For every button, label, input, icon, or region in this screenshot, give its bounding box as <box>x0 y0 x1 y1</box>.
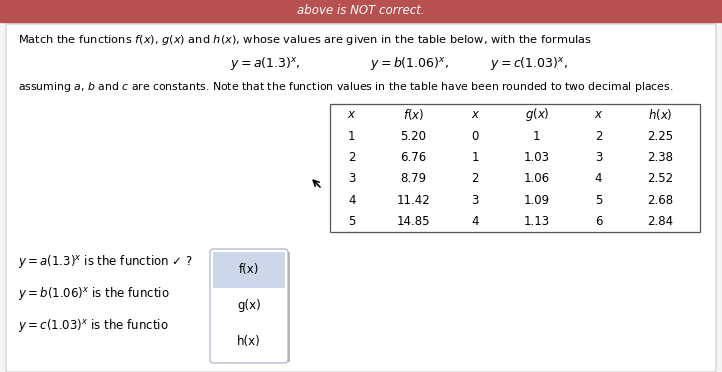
Bar <box>213 252 285 288</box>
FancyBboxPatch shape <box>286 252 290 362</box>
Text: f(x): f(x) <box>239 263 259 276</box>
Text: $y = c(1.03)^x$ is the functio: $y = c(1.03)^x$ is the functio <box>18 317 168 334</box>
Text: $h(x)$: $h(x)$ <box>648 107 672 122</box>
Text: 8.79: 8.79 <box>401 172 427 185</box>
Text: 1: 1 <box>533 129 541 142</box>
Text: $y = a(1.3)^x$ is the function ✓ ?: $y = a(1.3)^x$ is the function ✓ ? <box>18 253 193 270</box>
Text: 2.25: 2.25 <box>647 129 674 142</box>
Text: Match the functions $f(x)$, $g(x)$ and $h(x)$, whose values are given in the tab: Match the functions $f(x)$, $g(x)$ and $… <box>18 33 592 47</box>
Text: $x$: $x$ <box>594 108 603 121</box>
Text: 3: 3 <box>595 151 602 164</box>
Text: 6.76: 6.76 <box>401 151 427 164</box>
Text: 2.68: 2.68 <box>647 193 674 206</box>
Text: 1.03: 1.03 <box>524 151 550 164</box>
Text: above is NOT correct.: above is NOT correct. <box>297 4 425 17</box>
Text: 2: 2 <box>471 172 479 185</box>
Text: 1.06: 1.06 <box>524 172 550 185</box>
Text: 6: 6 <box>595 215 602 228</box>
Text: 2.84: 2.84 <box>647 215 674 228</box>
Text: h(x): h(x) <box>237 336 261 349</box>
Text: 2.38: 2.38 <box>647 151 673 164</box>
Text: 14.85: 14.85 <box>397 215 430 228</box>
Text: $y = a(1.3)^x$,: $y = a(1.3)^x$, <box>230 55 301 73</box>
Text: $x$: $x$ <box>471 108 480 121</box>
Text: 0: 0 <box>471 129 479 142</box>
Text: 1: 1 <box>471 151 479 164</box>
Text: 5: 5 <box>595 193 602 206</box>
Text: 3: 3 <box>348 172 355 185</box>
Text: 2.52: 2.52 <box>647 172 674 185</box>
Text: 1.09: 1.09 <box>524 193 550 206</box>
Bar <box>330 104 700 232</box>
Text: 11.42: 11.42 <box>396 193 430 206</box>
Text: 4: 4 <box>471 215 479 228</box>
Text: 1.13: 1.13 <box>524 215 550 228</box>
Text: $x$: $x$ <box>347 108 357 121</box>
Text: 4: 4 <box>348 193 356 206</box>
Text: $f(x)$: $f(x)$ <box>403 107 425 122</box>
FancyBboxPatch shape <box>210 249 288 363</box>
Text: 1: 1 <box>348 129 356 142</box>
Text: $g(x)$: $g(x)$ <box>525 106 549 123</box>
Text: g(x): g(x) <box>237 299 261 312</box>
Text: $y = b(1.06)^x$ is the functio: $y = b(1.06)^x$ is the functio <box>18 285 170 302</box>
Text: 5: 5 <box>348 215 355 228</box>
Text: 4: 4 <box>595 172 602 185</box>
Text: 5.20: 5.20 <box>401 129 427 142</box>
Text: 3: 3 <box>471 193 479 206</box>
Text: 2: 2 <box>348 151 356 164</box>
Text: $y = b(1.06)^x$,: $y = b(1.06)^x$, <box>370 55 449 73</box>
FancyBboxPatch shape <box>6 24 716 372</box>
Text: $y = c(1.03)^x$,: $y = c(1.03)^x$, <box>490 55 568 73</box>
Text: assuming $a$, $b$ and $c$ are constants. Note that the function values in the ta: assuming $a$, $b$ and $c$ are constants.… <box>18 80 674 94</box>
Bar <box>0 0 722 22</box>
Text: 2: 2 <box>595 129 602 142</box>
